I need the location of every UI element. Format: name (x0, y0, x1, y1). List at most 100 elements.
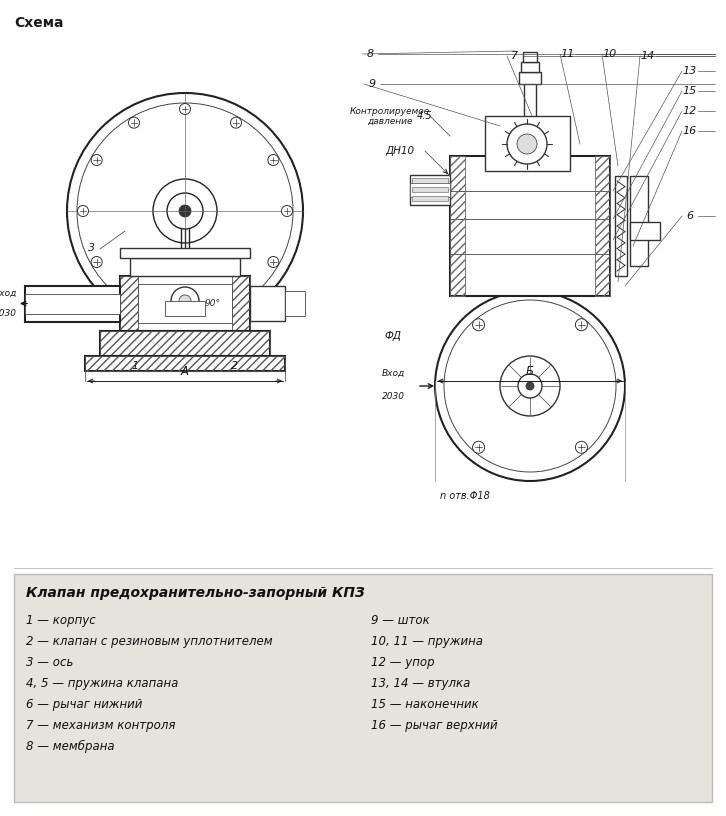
Text: 12: 12 (683, 106, 697, 116)
Text: Вход: Вход (382, 369, 405, 378)
Text: 13, 14 — втулка: 13, 14 — втулка (371, 677, 470, 690)
Text: 10: 10 (603, 49, 617, 59)
Circle shape (526, 382, 534, 390)
Text: Б: Б (526, 365, 534, 378)
Text: 2 — клапан с резиновым уплотнителем: 2 — клапан с резиновым уплотнителем (26, 635, 273, 648)
Circle shape (129, 118, 139, 128)
Text: n отв.Φ18: n отв.Φ18 (440, 491, 490, 501)
Text: 15 — наконечник: 15 — наконечник (371, 698, 478, 711)
Circle shape (230, 294, 242, 305)
Bar (250, 286, 285, 321)
Text: 16 — рычаг верхний: 16 — рычаг верхний (371, 719, 497, 732)
Bar (412, 196, 448, 201)
Circle shape (500, 356, 560, 416)
Text: 8 — мембрана: 8 — мембрана (26, 740, 115, 753)
Bar (120, 248, 250, 258)
Text: 2: 2 (232, 361, 239, 371)
Circle shape (518, 374, 542, 398)
Bar (630, 176, 648, 266)
Circle shape (153, 179, 217, 243)
Bar (485, 116, 570, 171)
Circle shape (91, 154, 102, 166)
Bar (615, 176, 627, 276)
Text: 12 — упор: 12 — упор (371, 656, 435, 669)
Text: 7 — механизм контроля: 7 — механизм контроля (26, 719, 176, 732)
Circle shape (473, 319, 484, 330)
Bar (85, 356, 285, 371)
Text: 2030: 2030 (0, 309, 17, 318)
Text: 1: 1 (131, 361, 139, 371)
Text: 16: 16 (683, 126, 697, 136)
Text: 14: 14 (641, 51, 655, 61)
Circle shape (179, 104, 190, 114)
Circle shape (268, 256, 279, 268)
Circle shape (129, 294, 139, 305)
Bar (85, 356, 285, 371)
Bar (410, 183, 450, 197)
Circle shape (517, 134, 537, 154)
Text: Контролируемое: Контролируемое (350, 107, 430, 116)
Circle shape (179, 308, 190, 318)
Text: 4.5: 4.5 (417, 111, 433, 121)
Bar (521, 62, 539, 72)
Circle shape (179, 295, 191, 307)
Circle shape (171, 287, 199, 315)
Bar (285, 291, 305, 316)
Bar (100, 331, 270, 356)
Text: 9 — шток: 9 — шток (371, 614, 430, 627)
Text: 9: 9 (368, 79, 375, 89)
Text: Выход: Выход (0, 289, 17, 298)
Circle shape (473, 441, 484, 453)
Bar (523, 52, 537, 62)
Bar (120, 276, 138, 331)
Text: 4, 5 — пружина клапана: 4, 5 — пружина клапана (26, 677, 179, 690)
Text: давление: давление (367, 117, 413, 126)
Text: ДН10: ДН10 (386, 146, 415, 156)
Text: 6 — рычаг нижний: 6 — рычаг нижний (26, 698, 142, 711)
Text: ФД: ФД (385, 331, 401, 341)
Circle shape (282, 206, 293, 216)
Text: 3 — ось: 3 — ось (26, 656, 73, 669)
Text: 10, 11 — пружина: 10, 11 — пружина (371, 635, 483, 648)
Text: Схема: Схема (14, 16, 63, 30)
Bar (100, 331, 270, 356)
Bar (130, 258, 240, 276)
Bar (524, 76, 536, 156)
Bar (412, 187, 448, 192)
Text: 6: 6 (687, 211, 693, 221)
Bar (412, 178, 448, 183)
Circle shape (230, 118, 242, 128)
Bar (630, 222, 660, 240)
Bar (25, 286, 120, 322)
Bar (519, 72, 541, 84)
Text: 2030: 2030 (382, 392, 405, 401)
Bar (25, 294, 120, 313)
Text: 15: 15 (683, 86, 697, 96)
Bar (450, 156, 610, 296)
Text: 1 — корпус: 1 — корпус (26, 614, 96, 627)
Circle shape (435, 291, 625, 481)
Circle shape (576, 441, 587, 453)
Bar (120, 276, 250, 331)
Circle shape (268, 154, 279, 166)
Circle shape (78, 206, 89, 216)
Circle shape (444, 300, 616, 472)
Circle shape (179, 205, 191, 217)
Circle shape (67, 93, 303, 329)
Bar (232, 276, 250, 331)
Circle shape (167, 193, 203, 229)
Bar (450, 156, 465, 296)
Text: 3: 3 (89, 243, 96, 253)
Text: Клапан предохранительно-запорный КПЗ: Клапан предохранительно-запорный КПЗ (26, 586, 365, 600)
Text: A: A (181, 365, 189, 378)
Text: 13: 13 (683, 66, 697, 76)
Bar (410, 175, 450, 205)
Circle shape (507, 124, 547, 164)
Text: 7: 7 (511, 51, 518, 61)
Text: 90°: 90° (205, 299, 221, 308)
FancyBboxPatch shape (14, 574, 712, 802)
Circle shape (77, 103, 293, 319)
Text: 8: 8 (367, 49, 374, 59)
Bar (595, 156, 610, 296)
Bar (138, 284, 232, 323)
